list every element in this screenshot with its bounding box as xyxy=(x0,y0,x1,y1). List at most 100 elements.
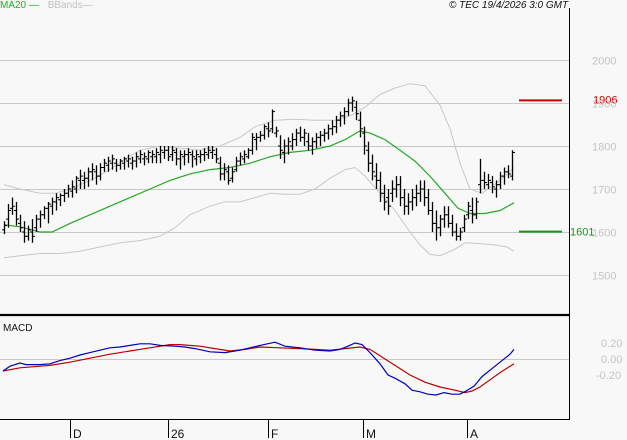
ohlc-bar xyxy=(66,184,71,198)
ohlc-bar xyxy=(74,176,79,194)
ohlc-bar xyxy=(278,135,283,159)
ohlc-bar xyxy=(34,214,39,232)
ohlc-bar xyxy=(298,126,303,142)
ohlc-bar xyxy=(362,126,367,155)
ohlc-bar xyxy=(478,158,483,194)
ohlc-bar xyxy=(90,163,95,181)
ohlc-bar xyxy=(486,173,491,189)
ohlc-bar xyxy=(146,150,151,164)
y-tick-1900: 1900 xyxy=(592,99,616,111)
ohlc-bar xyxy=(458,227,463,241)
ohlc-bar xyxy=(202,148,207,162)
ohlc-bar xyxy=(210,146,215,159)
ohlc-bar xyxy=(138,150,143,164)
y-tick-1700: 1700 xyxy=(592,185,616,197)
ohlc-bar xyxy=(382,184,387,211)
ohlc-bar xyxy=(510,150,515,181)
ohlc-bar xyxy=(194,150,199,166)
ohlc-bar xyxy=(102,158,107,172)
ohlc-bar xyxy=(70,180,75,198)
x-tick-M: M xyxy=(366,427,376,440)
legend-bbands: BBands xyxy=(47,0,83,11)
ohlc-bar xyxy=(230,167,235,183)
bollinger-bands xyxy=(3,83,515,259)
ohlc-bar xyxy=(378,171,383,202)
ohlc-bar xyxy=(394,176,399,198)
ohlc-bar xyxy=(334,115,339,134)
ohlc-bar xyxy=(462,214,467,232)
ohlc-bar xyxy=(506,165,511,179)
ohlc-bar xyxy=(358,111,363,138)
ohlc-bar xyxy=(406,193,411,215)
ohlc-bar xyxy=(442,206,447,228)
ohlc-bar xyxy=(94,165,99,185)
bb-upper-line xyxy=(3,83,515,194)
ohlc-bar xyxy=(266,122,271,138)
ohlc-bar xyxy=(142,152,147,166)
ohlc-bar xyxy=(134,152,139,168)
ohlc-bar xyxy=(302,128,307,146)
ohlc-bar xyxy=(306,133,311,151)
ohlc-bar xyxy=(270,109,275,134)
ohlc-bar xyxy=(386,189,391,215)
ohlc-bar xyxy=(434,210,439,241)
ohlc-bar xyxy=(430,201,435,232)
ohlc-bar xyxy=(226,165,231,185)
x-tick-D: D xyxy=(73,427,82,440)
price-gridlines xyxy=(0,60,569,276)
ohlc-bar xyxy=(482,171,487,189)
ohlc-bar xyxy=(150,150,155,164)
ohlc-bars xyxy=(2,96,515,243)
ohlc-bar xyxy=(422,180,427,207)
ohlc-bar xyxy=(498,171,503,189)
chart-frame xyxy=(0,8,570,420)
ohlc-bar xyxy=(254,133,259,151)
macd-tick: 0.20 xyxy=(601,338,622,350)
ohlc-bar xyxy=(282,139,287,164)
ohlc-bar xyxy=(26,225,31,241)
ohlc-bar xyxy=(182,150,187,166)
ohlc-bar xyxy=(398,176,403,207)
ohlc-bar xyxy=(14,201,19,226)
ohlc-bar xyxy=(110,154,115,170)
ohlc-bar xyxy=(234,156,239,172)
macd-panel: MACD -0.20 0.00 0.20 xyxy=(0,323,622,396)
ohlc-bar xyxy=(446,206,451,228)
ohlc-bar xyxy=(246,148,251,159)
signal-line xyxy=(2,344,515,394)
ohlc-bar xyxy=(450,214,455,237)
x-tick-F: F xyxy=(271,427,278,440)
ohlc-bar xyxy=(154,148,159,164)
price-axis-labels: 1500 1600 1700 1800 1900 2000 xyxy=(592,56,616,283)
ohlc-bar xyxy=(346,98,351,116)
ohlc-bar xyxy=(250,133,255,155)
ohlc-bar xyxy=(418,180,423,202)
x-tick-A: A xyxy=(470,427,478,440)
ohlc-bar xyxy=(222,163,227,181)
ohlc-bar xyxy=(50,197,55,215)
ohlc-bar xyxy=(318,130,323,146)
legend-ma20: MA20 xyxy=(0,0,27,11)
ohlc-bar xyxy=(314,133,319,149)
y-tick-1500: 1500 xyxy=(592,271,616,283)
ohlc-bar xyxy=(190,150,195,168)
ohlc-bar xyxy=(350,96,355,112)
ohlc-bar xyxy=(54,193,59,211)
y-tick-2000: 2000 xyxy=(592,56,616,68)
ohlc-bar xyxy=(274,126,279,138)
ohlc-bar xyxy=(370,154,375,181)
ohlc-bar xyxy=(158,146,163,164)
support-resistance-levels: 1906 1601 xyxy=(519,94,617,239)
resistance-label: 1906 xyxy=(593,94,617,106)
ohlc-bar xyxy=(286,137,291,155)
ohlc-bar xyxy=(330,120,335,136)
ohlc-bar xyxy=(262,124,267,140)
x-tick-26: 26 xyxy=(171,427,185,440)
ohlc-bar xyxy=(342,107,347,125)
ohlc-bar xyxy=(322,128,327,142)
ohlc-bar xyxy=(170,146,175,162)
ma20-line xyxy=(3,130,515,233)
ohlc-bar xyxy=(38,210,43,228)
ohlc-bar xyxy=(178,150,183,170)
